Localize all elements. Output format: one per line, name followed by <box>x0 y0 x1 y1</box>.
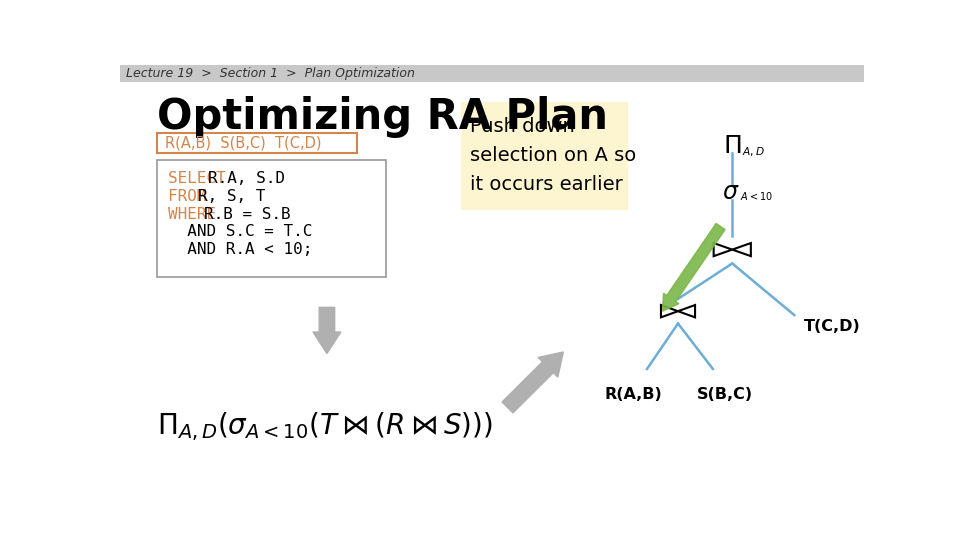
Text: T(C,D): T(C,D) <box>804 319 861 334</box>
FancyArrow shape <box>313 307 341 354</box>
Text: $\Pi_{A,D}(\sigma_{A<10}(T \bowtie (R \bowtie S)))$: $\Pi_{A,D}(\sigma_{A<10}(T \bowtie (R \b… <box>157 410 493 443</box>
Text: Push down
selection on A so
it occurs earlier: Push down selection on A so it occurs ea… <box>470 117 636 194</box>
Text: R(A,B)  S(B,C)  T(C,D): R(A,B) S(B,C) T(C,D) <box>165 135 322 150</box>
Text: AND R.A < 10;: AND R.A < 10; <box>168 242 312 257</box>
FancyArrow shape <box>502 352 564 413</box>
Bar <box>120 65 864 82</box>
Text: $_{A<10}$: $_{A<10}$ <box>740 190 773 204</box>
FancyBboxPatch shape <box>157 132 357 153</box>
Text: S(B,C): S(B,C) <box>696 387 753 402</box>
Text: Optimizing RA Plan: Optimizing RA Plan <box>157 96 609 138</box>
Text: WHERE: WHERE <box>168 207 226 222</box>
FancyArrow shape <box>662 224 725 311</box>
Text: Lecture 19  >  Section 1  >  Plan Optimization: Lecture 19 > Section 1 > Plan Optimizati… <box>126 67 415 80</box>
Text: $_{A,D}$: $_{A,D}$ <box>741 143 764 158</box>
FancyBboxPatch shape <box>461 102 628 210</box>
Text: R.A, S.D: R.A, S.D <box>208 171 285 186</box>
FancyBboxPatch shape <box>157 160 386 278</box>
Text: R, S, T: R, S, T <box>198 189 265 204</box>
Text: R(A,B): R(A,B) <box>604 387 662 402</box>
Text: SELECT: SELECT <box>168 171 235 186</box>
Text: $\Pi$: $\Pi$ <box>723 134 741 158</box>
Text: FROM: FROM <box>168 189 216 204</box>
Text: AND S.C = T.C: AND S.C = T.C <box>168 225 312 239</box>
Text: $\sigma$: $\sigma$ <box>722 180 739 204</box>
Text: R.B = S.B: R.B = S.B <box>204 207 290 222</box>
